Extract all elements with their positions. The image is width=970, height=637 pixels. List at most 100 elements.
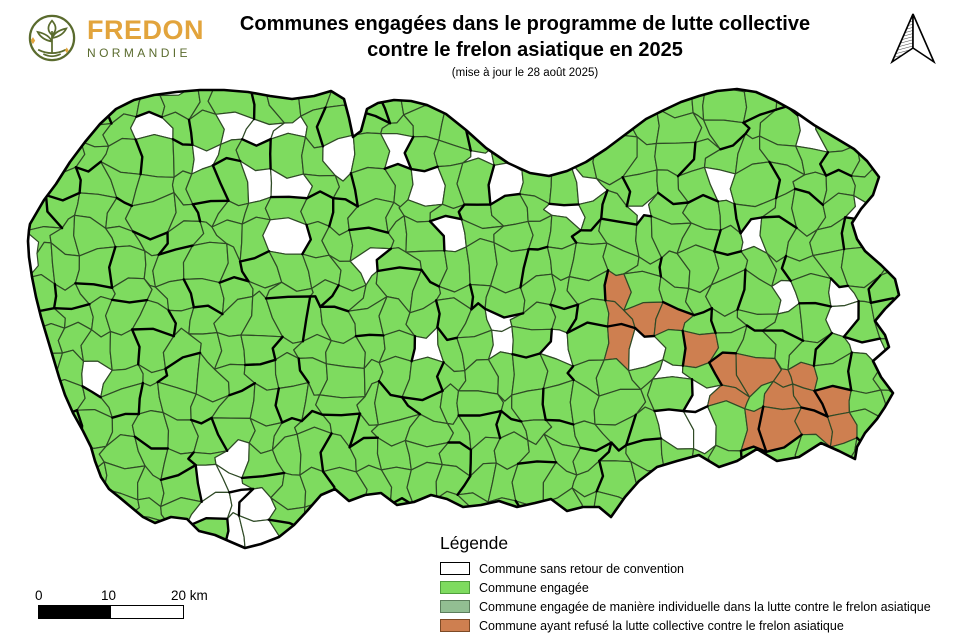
epci-border [238, 260, 250, 283]
epci-border [487, 164, 496, 206]
epci-border [377, 379, 404, 399]
epci-border [182, 278, 195, 309]
commune-polygon [293, 524, 330, 548]
epci-border [579, 217, 603, 232]
epci-border [61, 437, 67, 481]
epci-border [768, 160, 782, 200]
commune-polygon [684, 492, 718, 531]
commune-polygon [541, 89, 577, 119]
epci-border [348, 226, 390, 234]
epci-border [269, 195, 309, 200]
epci-border [595, 459, 605, 493]
epci-border [326, 518, 355, 526]
epci-border [681, 329, 687, 367]
commune-polygon [763, 496, 803, 534]
commune-polygon [44, 518, 84, 548]
epci-border [610, 441, 628, 452]
epci-border [600, 189, 609, 220]
epci-border [281, 416, 303, 424]
epci-border [110, 298, 149, 304]
epci-border [249, 89, 256, 121]
epci-border [924, 92, 927, 125]
commune-polygon [55, 89, 77, 132]
epci-border [635, 214, 653, 226]
epci-border [309, 523, 329, 538]
epci-border [757, 405, 768, 453]
epci-border [456, 475, 472, 496]
epci-border [187, 118, 194, 146]
epci-border [500, 516, 526, 529]
north-arrow-icon [884, 10, 940, 75]
epci-border [825, 491, 847, 503]
commune-polygon [378, 519, 418, 548]
commune-polygon [62, 435, 87, 480]
epci-border [191, 199, 230, 206]
epci-border [428, 214, 463, 223]
epci-border [780, 254, 792, 283]
legend-item: Commune engagée [440, 578, 931, 597]
commune-polygon [432, 93, 477, 110]
commune-polygon [159, 519, 190, 548]
commune-polygon [654, 493, 696, 528]
epci-border [895, 160, 899, 167]
epci-border [719, 132, 747, 151]
commune-polygon [935, 439, 965, 480]
epci-border [940, 415, 963, 424]
commune-polygon [896, 390, 899, 422]
epci-border [842, 335, 882, 344]
epci-border [869, 448, 885, 471]
epci-border [813, 384, 853, 393]
epci-border [654, 492, 658, 527]
commune-polygon [898, 324, 899, 371]
epci-border [603, 269, 610, 302]
commune-polygon [60, 469, 91, 502]
epci-border [657, 191, 690, 206]
epci-border [538, 328, 553, 355]
scale-label-10: 10 [101, 588, 117, 603]
epci-border [819, 151, 830, 177]
epci-border [939, 518, 962, 525]
epci-border [879, 416, 899, 423]
epci-border [319, 305, 350, 313]
epci-border [544, 418, 575, 426]
epci-border [687, 193, 720, 204]
commune-polygon [30, 518, 52, 548]
epci-border [708, 361, 723, 387]
epci-border [428, 220, 446, 252]
epci-border [466, 514, 503, 527]
epci-border [444, 102, 478, 111]
epci-border [243, 358, 277, 367]
epci-border [874, 468, 885, 494]
epci-border [111, 412, 140, 419]
epci-border [115, 196, 133, 208]
commune-polygon [497, 113, 517, 151]
legend-swatch-no-return [440, 562, 470, 575]
epci-border [354, 333, 385, 338]
epci-border [135, 110, 163, 119]
epci-border [548, 202, 580, 207]
commune-polygon [901, 191, 941, 225]
epci-border [171, 138, 194, 146]
epci-border [228, 487, 255, 494]
epci-border [625, 413, 637, 447]
commune-polygon [326, 500, 364, 526]
department-outline [26, 87, 901, 550]
commune-polygon [78, 488, 110, 533]
commune-polygon [896, 139, 899, 166]
epci-border [511, 352, 542, 359]
commune-polygon [930, 297, 968, 337]
fredon-logo: FREDON NORMANDIE [26, 12, 204, 64]
epci-border [332, 197, 359, 208]
commune-polygon [48, 121, 82, 142]
epci-border [934, 504, 944, 525]
epci-border [240, 471, 286, 480]
commune-polygon [821, 461, 847, 503]
commune-polygon [923, 163, 963, 191]
epci-border [745, 324, 764, 332]
commune-polygon [414, 523, 440, 548]
epci-border [765, 433, 803, 453]
map-title-block: Communes engagées dans le programme de l… [150, 11, 900, 79]
commune-polygon [934, 500, 962, 525]
epci-border [733, 202, 742, 235]
